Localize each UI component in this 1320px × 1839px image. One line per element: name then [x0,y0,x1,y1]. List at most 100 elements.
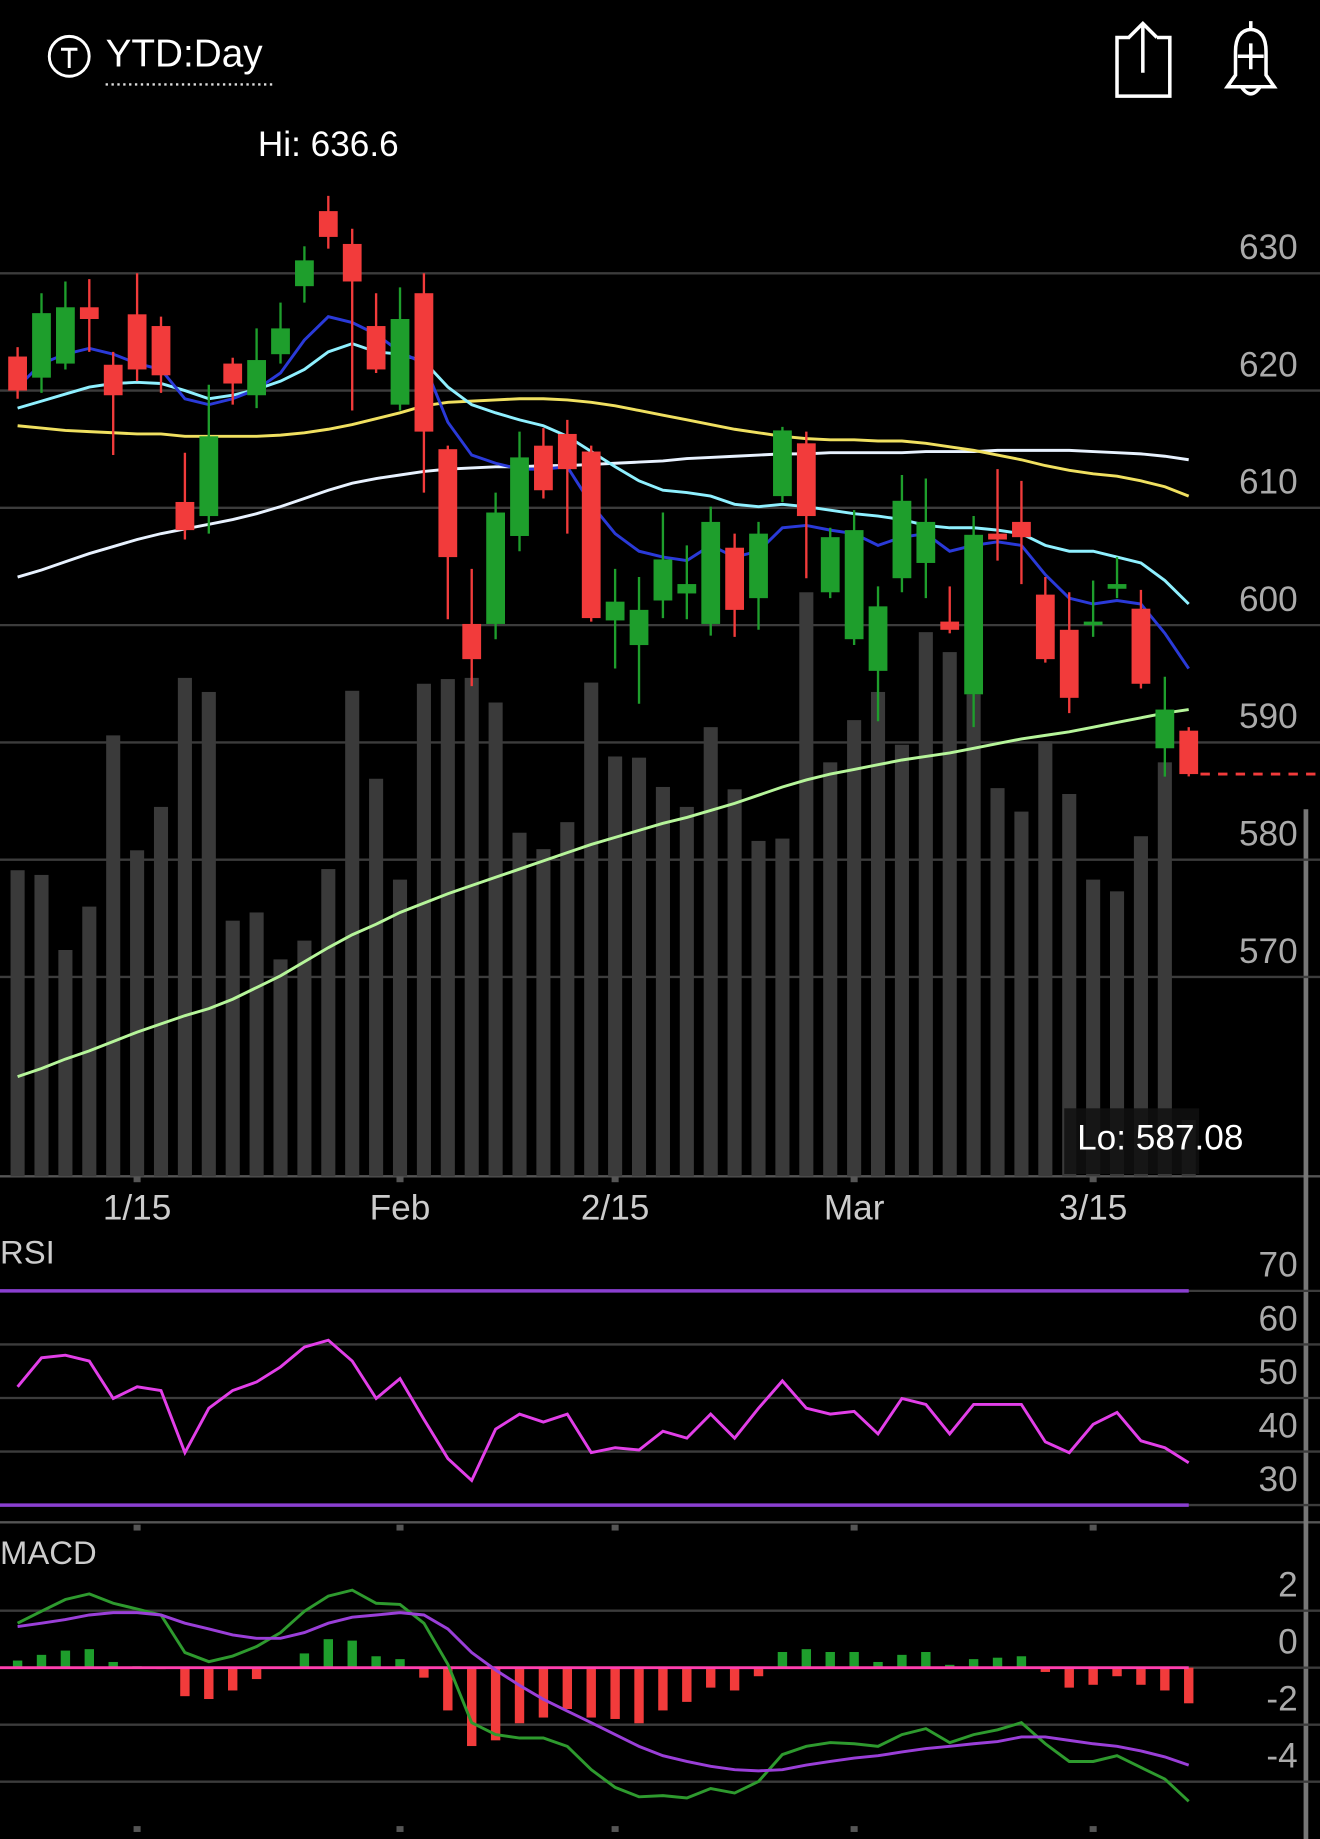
volume-bar [942,652,957,1177]
histogram-bar [443,1667,453,1711]
share-icon[interactable] [1115,20,1172,98]
histogram-bar [299,1653,310,1668]
x-tick [611,1524,619,1531]
histogram-bar [1040,1667,1051,1672]
volume-bar [440,679,455,1177]
candle-body [79,307,99,320]
histogram-bar [1184,1667,1194,1704]
histogram-bar [992,1657,1003,1668]
candle-body [1059,629,1079,698]
y-tick-label: 630 [1239,228,1298,267]
candle-body [677,584,697,594]
y-tick-label: 620 [1239,345,1298,384]
histogram-bar [658,1667,668,1711]
x-tick [850,1826,858,1832]
x-tick-label: 1/15 [103,1189,172,1228]
volume-bar [966,694,981,1177]
volume-bar [894,744,909,1177]
y-tick-label: 50 [1259,1353,1298,1392]
histogram-bar [514,1667,525,1724]
volume-bar [560,822,575,1177]
candle-body [223,363,243,384]
volume-bar [631,757,647,1177]
candle-body [247,360,266,396]
moving-average-line [17,448,1189,579]
candle-body [1035,594,1055,660]
volume-bar [1062,794,1077,1177]
x-tick-label: 3/15 [1059,1189,1128,1228]
ticker-icon[interactable] [47,34,91,78]
candle-body [916,521,936,563]
histogram-bar [467,1667,477,1747]
volume-bar [536,849,551,1177]
y-tick-label: 70 [1259,1246,1298,1285]
candle-body [964,534,984,695]
x-tick-label: Feb [370,1189,431,1228]
histogram-bar [849,1651,859,1668]
volume-bar [1109,891,1125,1177]
histogram-bar [108,1661,118,1668]
histogram-bar [419,1667,429,1678]
volume-bar [751,840,766,1177]
candle-body [8,356,27,391]
candle-body [318,211,338,237]
histogram-bar [347,1640,357,1668]
volume-bar [106,735,121,1177]
volume-bar [130,850,145,1177]
candle-body [175,501,195,531]
candle-body [844,530,864,640]
y-tick-label: 570 [1239,932,1298,971]
histogram-bar [562,1667,573,1709]
volume-bar [273,959,288,1177]
x-tick [396,1826,404,1832]
volume-bar [1014,811,1029,1177]
histogram-bar [729,1667,740,1691]
candle-body [629,609,649,646]
volume-bar [727,789,742,1177]
volume-bar [1038,741,1053,1177]
candle-body [796,443,816,517]
histogram-bar [682,1667,692,1702]
candle-body [1131,608,1151,684]
volume-bar [1133,836,1148,1177]
x-tick [396,1524,404,1531]
histogram-bar [825,1651,835,1668]
candle-body [199,436,219,517]
candle-body [295,260,314,287]
volume-bar [918,632,933,1177]
candle-body [988,533,1007,540]
candle-body [653,559,673,601]
histogram-bar [36,1654,47,1668]
histogram-bar [204,1667,214,1700]
x-tick [133,1176,141,1183]
candle-body [892,500,912,579]
range-title[interactable]: YTD:Day [106,33,264,76]
candle-body [32,313,51,378]
volume-bar [10,870,25,1177]
volume-bar [679,806,694,1177]
histogram-bar [1064,1667,1074,1688]
x-tick-label: 2/15 [581,1189,650,1228]
histogram-bar [84,1649,94,1668]
rsi-title: RSI [0,1234,55,1271]
volume-bar [1086,879,1101,1177]
volume-bar [823,762,838,1177]
volume-bar [464,677,479,1177]
volume-bar [512,832,527,1177]
volume-bar [799,592,814,1177]
alert-icon[interactable] [1223,21,1278,96]
moving-average-line [16,315,1190,670]
candle-body [557,433,577,470]
histogram-bar [1160,1667,1170,1691]
x-tick [133,1826,141,1832]
moving-average-line [17,342,1190,606]
histogram-bar [251,1667,262,1680]
histogram-bar [897,1654,907,1668]
y-tick-label: 610 [1239,463,1298,502]
candle-body [271,328,290,355]
x-tick [611,1176,619,1183]
histogram-bar [634,1667,644,1724]
candle-body [510,457,529,536]
histogram-bar [777,1651,788,1668]
